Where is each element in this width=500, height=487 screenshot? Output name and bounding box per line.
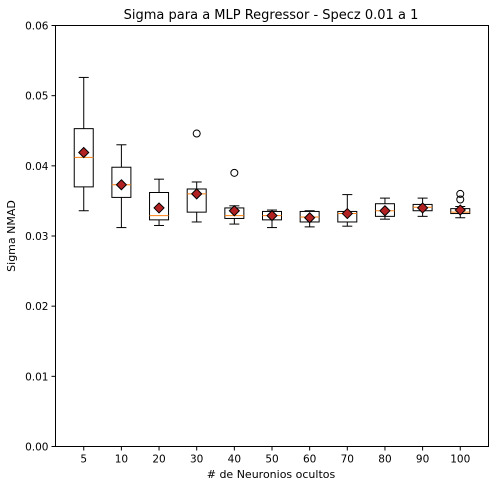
outlier-point [192,129,201,138]
mean-marker [78,146,90,159]
iqr-box [111,166,132,198]
box-group-100 [450,189,471,219]
outlier-point [230,168,239,177]
y-tick-label: 0.00 [25,442,48,454]
mean-marker [115,179,128,191]
x-tick-label: 50 [265,454,278,466]
mean-marker [454,204,466,216]
y-tick-label: 0.01 [25,371,48,383]
x-tick-label: 70 [341,454,354,466]
axes-frame [55,25,489,447]
y-tick-label: 0.05 [25,91,48,103]
mean-marker [341,207,354,220]
x-axis-label: # de Neuronios ocultos [207,468,336,481]
mean-marker [303,212,316,224]
plot-area [73,76,471,229]
mean-marker [266,209,278,222]
y-tick-label: 0.03 [25,231,48,243]
x-axis: 5 10 20 30 40 50 60 70 80 90 100 [80,446,470,466]
x-tick-label: 5 [80,454,87,466]
outlier-point [456,189,465,198]
mean-marker [228,205,241,217]
box-group-10 [111,144,132,229]
outlier-point [456,195,465,204]
y-tick-label: 0.04 [25,161,49,173]
mean-marker [153,202,165,214]
box-group-5 [73,76,94,212]
x-tick-label: 10 [115,454,128,466]
y-tick-label: 0.02 [25,301,48,313]
y-axis-label: Sigma NMAD [5,200,18,272]
x-tick-label: 80 [378,454,391,466]
chart-title: Sigma para a MLP Regressor - Specz 0.01 … [124,8,419,23]
mean-marker [190,188,203,200]
y-axis: 0.00 0.01 0.02 0.03 0.04 0.05 0.06 [25,21,56,454]
x-tick-label: 90 [416,454,429,466]
box-group-40 [224,168,245,225]
mean-marker [416,202,429,214]
iqr-box [149,191,170,221]
mean-marker [379,205,391,217]
box-group-20 [149,178,170,226]
x-tick-label: 100 [450,454,470,466]
box-group-90 [412,197,433,217]
box-group-60 [299,210,320,228]
box-group-80 [374,197,395,220]
box-group-70 [337,194,358,227]
x-tick-label: 30 [190,454,203,466]
x-tick-label: 40 [228,454,241,466]
box-group-50 [262,209,282,229]
y-tick-label: 0.06 [25,21,49,33]
x-tick-label: 60 [303,454,316,466]
x-tick-label: 20 [152,454,165,466]
box-group-30 [186,129,207,223]
